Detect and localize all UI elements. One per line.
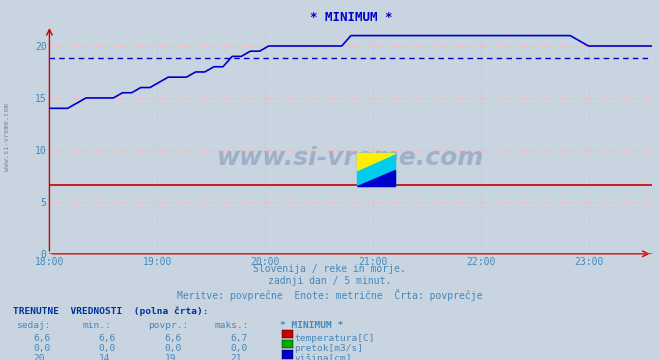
Text: 20: 20 [33, 354, 44, 360]
Text: zadnji dan / 5 minut.: zadnji dan / 5 minut. [268, 276, 391, 287]
Text: 0,0: 0,0 [33, 344, 50, 353]
Text: 0,0: 0,0 [165, 344, 182, 353]
Text: www.si-vreme.com: www.si-vreme.com [217, 146, 484, 170]
Text: 6,6: 6,6 [165, 334, 182, 343]
Text: Meritve: povprečne  Enote: metrične  Črta: povprečje: Meritve: povprečne Enote: metrične Črta:… [177, 289, 482, 301]
Text: Slovenija / reke in morje.: Slovenija / reke in morje. [253, 264, 406, 274]
Text: 14: 14 [99, 354, 110, 360]
Text: temperatura[C]: temperatura[C] [295, 334, 375, 343]
Text: povpr.:: povpr.: [148, 321, 188, 330]
Text: 19: 19 [165, 354, 176, 360]
Text: maks.:: maks.: [214, 321, 248, 330]
Text: višina[cm]: višina[cm] [295, 354, 352, 360]
Text: * MINIMUM *: * MINIMUM * [280, 321, 343, 330]
Text: TRENUTNE  VREDNOSTI  (polna črta):: TRENUTNE VREDNOSTI (polna črta): [13, 307, 209, 316]
Text: 21: 21 [231, 354, 242, 360]
Text: 6,7: 6,7 [231, 334, 248, 343]
Text: pretok[m3/s]: pretok[m3/s] [295, 344, 364, 353]
Text: sedaj:: sedaj: [16, 321, 51, 330]
Text: 0,0: 0,0 [99, 344, 116, 353]
Text: www.si-vreme.com: www.si-vreme.com [4, 103, 11, 171]
Title: * MINIMUM *: * MINIMUM * [310, 11, 392, 24]
Polygon shape [357, 170, 395, 186]
Text: 6,6: 6,6 [99, 334, 116, 343]
Text: 0,0: 0,0 [231, 344, 248, 353]
Bar [357, 153, 395, 186]
Polygon shape [357, 153, 395, 170]
Text: min.:: min.: [82, 321, 111, 330]
Text: 6,6: 6,6 [33, 334, 50, 343]
